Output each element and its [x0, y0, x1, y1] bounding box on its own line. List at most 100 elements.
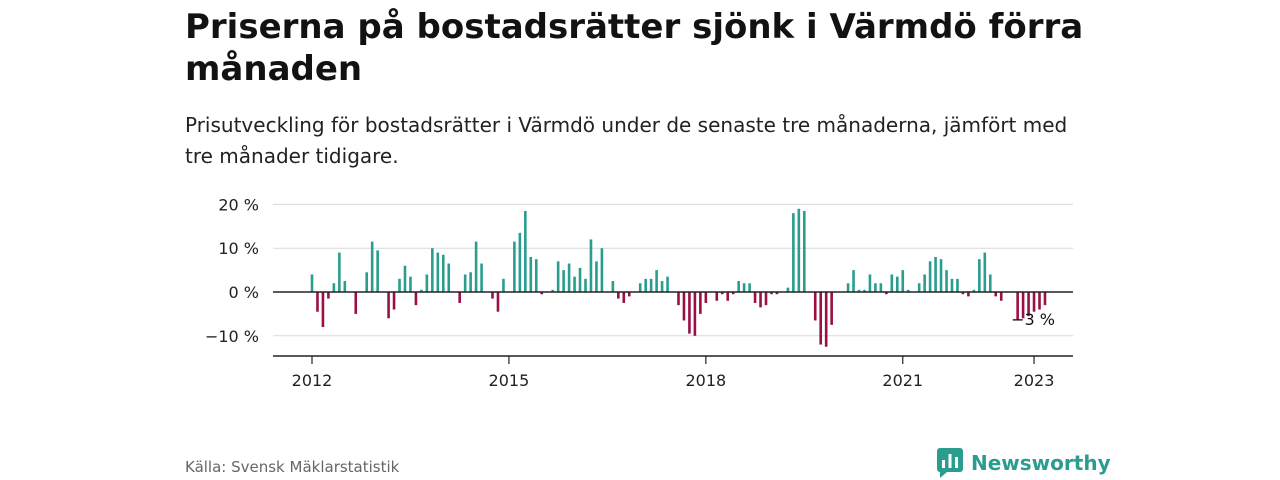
annotation-label: −3 %: [1011, 310, 1055, 329]
bar: [573, 276, 576, 292]
bar: [338, 252, 341, 292]
bar: [403, 265, 407, 292]
x-tick-label: 2018: [685, 371, 726, 390]
bar: [868, 274, 872, 292]
bar: [354, 292, 358, 314]
x-tick-label: 2021: [882, 371, 923, 390]
bar: [1043, 292, 1047, 306]
bar: [978, 259, 981, 292]
bar: [474, 241, 478, 292]
bar: [923, 274, 926, 292]
gridlines: [273, 203, 1073, 337]
bar: [1027, 292, 1030, 317]
bar: [994, 292, 998, 297]
bar: [600, 248, 604, 292]
x-tick-label: 2012: [292, 371, 333, 390]
bar: [567, 263, 571, 292]
bar: [562, 270, 565, 292]
bar: [480, 263, 483, 292]
bar: [742, 283, 746, 292]
bar: [414, 292, 418, 306]
bar: [999, 292, 1003, 301]
brand-logo[interactable]: Newsworthy: [937, 448, 1111, 478]
bar: [846, 283, 850, 292]
bar: [332, 283, 336, 292]
bar: [1021, 292, 1025, 319]
bar: [830, 292, 833, 325]
bar: [1016, 292, 1019, 321]
bar: [425, 274, 429, 292]
bar: [813, 292, 817, 321]
bar: [917, 283, 921, 292]
bar-chart: −10 % 0 % 10 % 20 % 2012 2015 2018 2021 2023 −3 …: [205, 195, 1073, 390]
bar: [392, 292, 396, 310]
bar: [376, 250, 379, 292]
bar: [693, 292, 697, 336]
bar: [420, 289, 423, 292]
bar: [885, 292, 888, 295]
bar: [764, 292, 768, 306]
bar: [655, 270, 658, 292]
bar: [737, 281, 740, 292]
bar: [387, 292, 390, 319]
axes: −10 % 0 % 10 % 20 % 2012 2015 2018 2021 2023: [205, 195, 1073, 390]
bar: [967, 292, 970, 297]
bar: [759, 292, 762, 308]
source-note: Källa: Svensk Mäklarstatistik: [185, 458, 400, 476]
bar: [524, 210, 527, 292]
bar: [786, 287, 790, 292]
bar: [644, 278, 647, 292]
bar: [731, 292, 735, 295]
bar: [595, 261, 598, 292]
x-tick-label: 2015: [489, 371, 530, 390]
bar: [819, 292, 823, 345]
bar: [945, 270, 948, 292]
bar: [961, 292, 965, 295]
bar: [584, 278, 587, 292]
bar: [534, 259, 538, 292]
bar: [496, 292, 500, 312]
bar: [792, 213, 795, 292]
bar: [797, 208, 801, 292]
bar: [874, 283, 877, 292]
bar: [529, 256, 533, 292]
bar: [906, 289, 910, 292]
bar: [956, 278, 959, 292]
bar: [310, 274, 314, 292]
brand-name: Newsworthy: [971, 451, 1111, 475]
bar: [589, 239, 593, 292]
bar: [677, 292, 680, 306]
bar: [890, 274, 894, 292]
bar: [365, 272, 368, 292]
bar: [704, 292, 708, 303]
bar: [824, 292, 828, 347]
bar: [699, 292, 702, 314]
bar: [852, 270, 855, 292]
bar: [715, 292, 719, 301]
bar: [409, 276, 412, 292]
bar: [939, 259, 943, 292]
bar: [578, 267, 582, 292]
bar: [316, 292, 319, 312]
bar: [895, 276, 899, 292]
bar: [775, 292, 779, 295]
bar: [928, 261, 932, 292]
bar: [321, 292, 325, 328]
y-tick-label: 0 %: [229, 283, 259, 302]
bar: [491, 292, 494, 299]
bar: [638, 283, 642, 292]
chart-card: Priserna på bostadsrätter sjönk i Värmdö…: [185, 0, 1111, 480]
bars: [310, 208, 1047, 347]
bar: [770, 292, 773, 295]
page-title: Priserna på bostadsrätter sjönk i Värmdö…: [185, 7, 1084, 89]
bar: [513, 241, 516, 292]
bar: [518, 232, 522, 292]
bar: [688, 292, 691, 334]
bar: [660, 281, 664, 292]
bar: [469, 272, 472, 292]
y-tick-label: −10 %: [205, 327, 259, 346]
bar: [720, 292, 724, 295]
bar: [983, 252, 987, 292]
bar: [458, 292, 461, 303]
bar: [447, 263, 451, 292]
